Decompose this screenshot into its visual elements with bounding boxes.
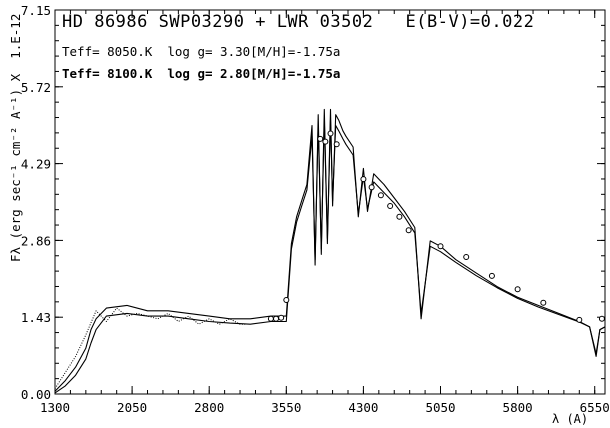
plot-frame	[54, 9, 606, 395]
model-point-marker	[377, 192, 384, 199]
model-point-marker	[396, 213, 403, 220]
x-tick-labels: 1300 2050 2800 3550 4300 5050 5800 6550	[40, 400, 610, 415]
observed-spectrum-line	[54, 307, 246, 389]
model-point-marker	[576, 316, 583, 323]
x-tick-label: 3550	[271, 400, 301, 415]
x-tick-label: 5800	[503, 400, 533, 415]
axis-ticks	[54, 9, 605, 395]
model-point-marker	[333, 141, 340, 148]
model-point-marker	[405, 227, 412, 234]
x-tick-label: 4300	[348, 400, 378, 415]
model-point-marker	[488, 272, 495, 279]
x-tick-label: 1300	[40, 400, 70, 415]
model-point-marker	[360, 176, 367, 183]
model-point-marker	[437, 243, 444, 250]
model-point-marker	[598, 315, 605, 322]
y-tick-label: 4.29	[21, 157, 51, 172]
series-layer	[54, 108, 606, 394]
chart-title: HD 86986 SWP03290 + LWR 03502 E(B-V)=0.0…	[62, 12, 535, 32]
y-tick-label: 0.00	[21, 387, 51, 402]
x-tick-label: 2050	[117, 400, 147, 415]
x-tick-label: 2800	[194, 400, 224, 415]
model-point-marker	[317, 135, 324, 142]
model-point-marker	[278, 314, 285, 321]
model-spectrum-line	[54, 119, 606, 394]
model-point-marker	[273, 315, 280, 322]
model-annotation-1: Teff= 8050.K log g= 3.30[M/H]=-1.75a	[62, 44, 341, 59]
model-point-marker	[322, 138, 329, 145]
model-annotation-2: Teff= 8100.K log g= 2.80[M/H]=-1.75a	[62, 66, 341, 81]
y-tick-label: 7.15	[21, 3, 51, 18]
model-point-marker	[368, 184, 375, 191]
y-tick-label: 2.86	[21, 233, 51, 248]
model-spectrum-line	[54, 108, 606, 392]
x-tick-label: 5050	[425, 400, 455, 415]
x-tick-label: 6550	[580, 400, 610, 415]
model-point-marker	[514, 286, 521, 293]
y-tick-label: 5.72	[21, 80, 51, 95]
y-tick-labels: 0.00 1.43 2.86 4.29 5.72 7.15	[21, 3, 51, 402]
model-point-marker	[267, 315, 274, 322]
model-point-marker	[387, 203, 394, 210]
model-point-marker	[540, 299, 547, 306]
model-point-marker	[327, 130, 334, 137]
y-axis-label: Fλ (erg sec⁻¹ cm⁻² A⁻¹) X 1.E-12	[8, 13, 23, 262]
y-tick-label: 1.43	[21, 310, 51, 325]
model-point-marker	[283, 297, 290, 304]
x-axis-label: λ (A)	[552, 412, 589, 426]
model-point-marker	[463, 254, 470, 261]
